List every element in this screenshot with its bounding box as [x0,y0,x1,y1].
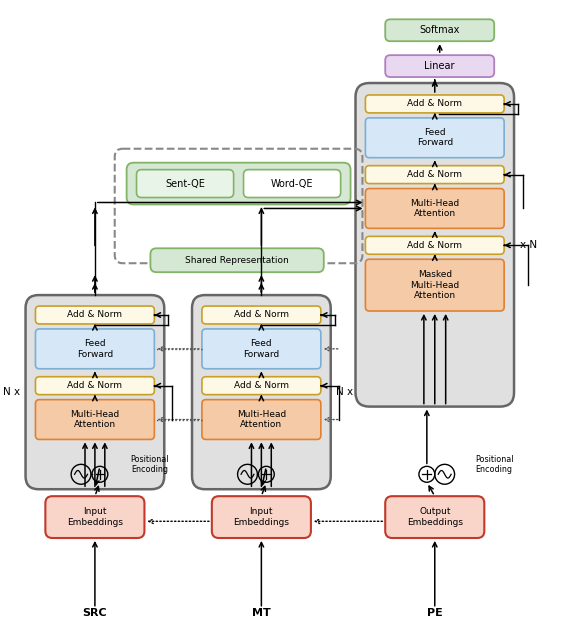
Text: N x: N x [336,387,353,397]
FancyBboxPatch shape [137,170,234,198]
FancyBboxPatch shape [35,306,155,324]
Text: Add & Norm: Add & Norm [407,170,463,179]
Text: Feed
Forward: Feed Forward [77,339,113,359]
FancyBboxPatch shape [35,399,155,440]
Text: Output
Embeddings: Output Embeddings [407,507,463,527]
FancyBboxPatch shape [385,496,484,538]
FancyBboxPatch shape [365,166,504,183]
FancyBboxPatch shape [365,188,504,229]
Text: Multi-Head
Attention: Multi-Head Attention [410,199,459,218]
FancyBboxPatch shape [151,248,324,272]
FancyBboxPatch shape [365,259,504,311]
FancyBboxPatch shape [192,295,330,489]
FancyBboxPatch shape [385,55,494,77]
FancyBboxPatch shape [243,170,341,198]
Text: Multi-Head
Attention: Multi-Head Attention [237,410,286,429]
FancyBboxPatch shape [365,236,504,254]
Text: Word-QE: Word-QE [271,178,314,188]
FancyBboxPatch shape [212,496,311,538]
Text: Feed
Forward: Feed Forward [243,339,279,359]
FancyBboxPatch shape [126,163,351,205]
Text: Add & Norm: Add & Norm [234,381,289,390]
Text: Linear: Linear [424,61,455,71]
Text: Sent-QE: Sent-QE [165,178,205,188]
Text: MT: MT [252,608,271,618]
Text: Positional
Encoding: Positional Encoding [130,455,169,474]
Text: Add & Norm: Add & Norm [67,381,123,390]
FancyBboxPatch shape [35,377,155,394]
Text: Add & Norm: Add & Norm [67,310,123,320]
FancyBboxPatch shape [365,95,504,113]
Text: Add & Norm: Add & Norm [407,241,463,250]
Text: Input
Embeddings: Input Embeddings [233,507,289,527]
Text: Positional
Encoding: Positional Encoding [475,455,514,474]
FancyBboxPatch shape [385,19,494,41]
Text: Input
Embeddings: Input Embeddings [67,507,123,527]
FancyBboxPatch shape [25,295,164,489]
Text: Add & Norm: Add & Norm [234,310,289,320]
Text: Multi-Head
Attention: Multi-Head Attention [70,410,120,429]
Text: Masked
Multi-Head
Attention: Masked Multi-Head Attention [410,270,459,300]
FancyBboxPatch shape [46,496,144,538]
FancyBboxPatch shape [202,329,321,369]
FancyBboxPatch shape [35,329,155,369]
FancyBboxPatch shape [202,399,321,440]
Text: x N: x N [520,240,537,250]
Text: Add & Norm: Add & Norm [407,99,463,109]
Text: Shared Representation: Shared Representation [185,256,289,265]
Text: N x: N x [3,387,20,397]
Text: SRC: SRC [83,608,107,618]
FancyBboxPatch shape [202,306,321,324]
FancyBboxPatch shape [202,377,321,394]
FancyBboxPatch shape [356,83,514,406]
Text: Softmax: Softmax [420,25,460,35]
Text: Feed
Forward: Feed Forward [416,128,453,148]
FancyBboxPatch shape [365,118,504,158]
Text: PE: PE [427,608,443,618]
